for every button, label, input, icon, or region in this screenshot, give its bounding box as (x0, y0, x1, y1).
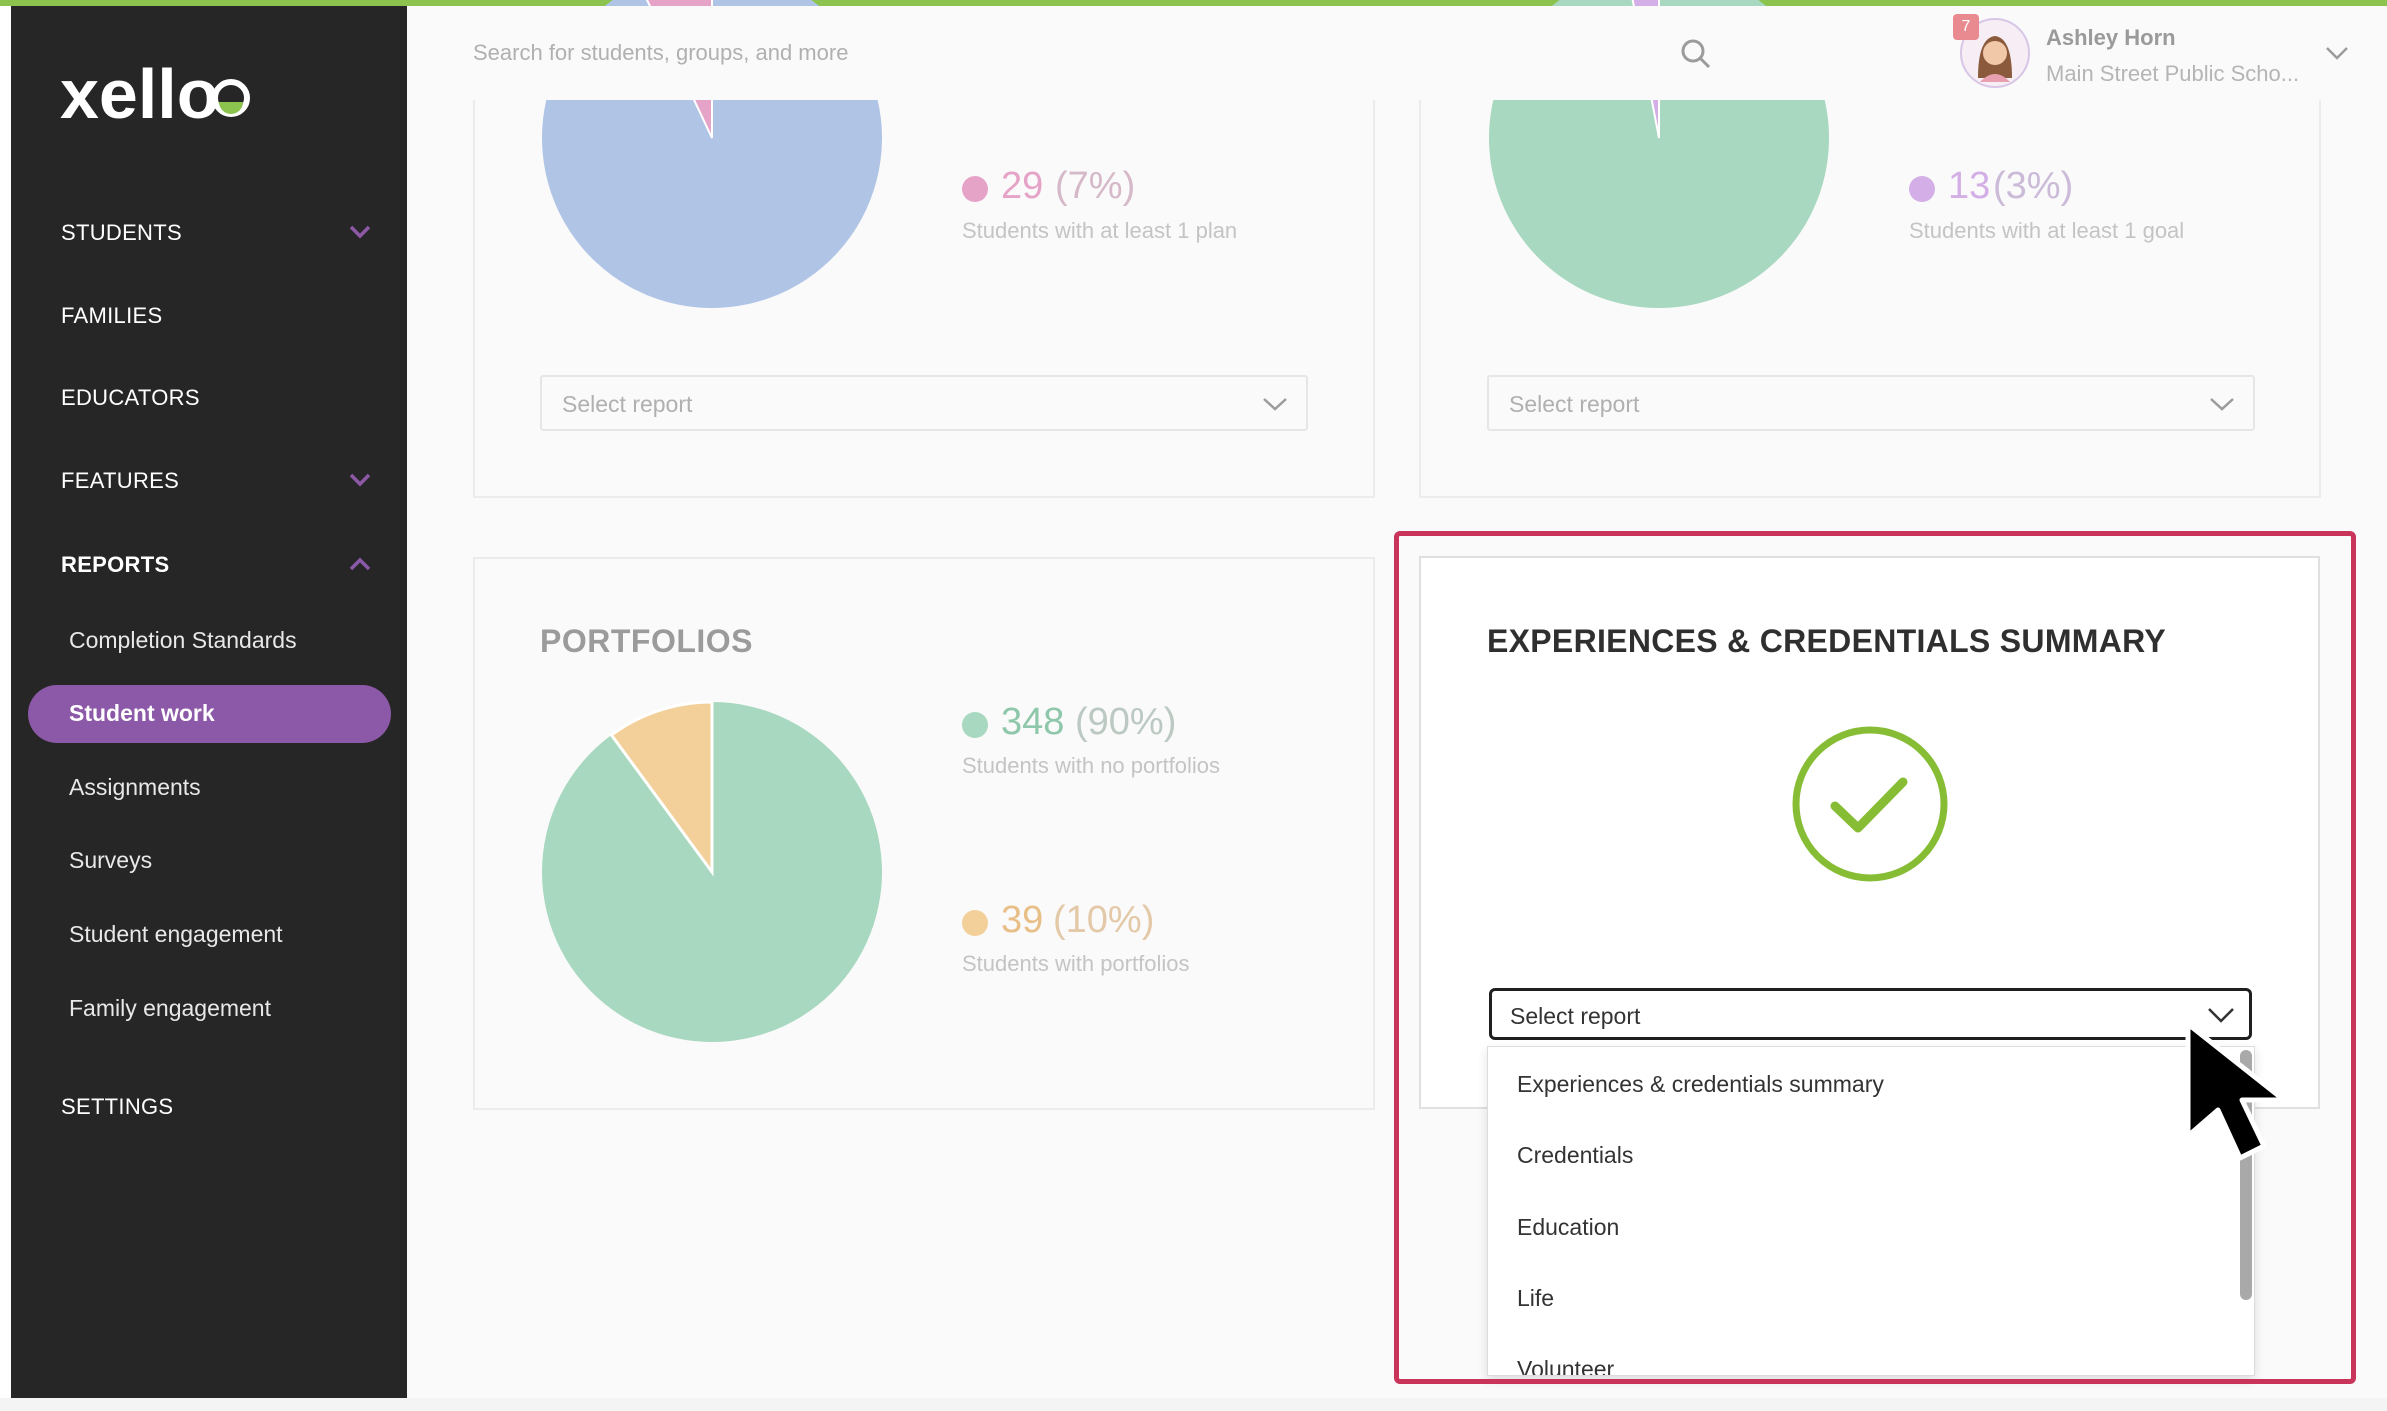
chevron-up-icon[interactable] (348, 556, 372, 572)
legend-dot-portfolios (962, 910, 988, 936)
sidebar-subitem-assignments[interactable]: Assignments (69, 774, 201, 800)
chevron-down-icon[interactable] (348, 224, 372, 240)
dropdown-option-volunteer[interactable]: Volunteer (1517, 1356, 1615, 1376)
legend-portfolios-count: 39 (1001, 899, 1044, 941)
sidebar-item-reports[interactable]: REPORTS (61, 552, 170, 577)
user-name[interactable]: Ashley Horn (2046, 25, 2176, 50)
dropdown-option-life[interactable]: Life (1517, 1285, 1555, 1311)
top-accent-bar (0, 0, 2387, 6)
check-circle-icon (1792, 726, 1948, 882)
sidebar-subitem-student-engagement[interactable]: Student engagement (69, 921, 283, 947)
legend-goal-percent: (3%) (1993, 165, 2074, 207)
xello-logo-mark: xello (60, 55, 250, 133)
svg-text:xello: xello (60, 62, 220, 132)
bottom-edge (0, 1398, 2387, 1411)
legend-goal-desc: Students with at least 1 goal (1909, 218, 2185, 243)
sidebar-subitem-family-engagement[interactable]: Family engagement (69, 995, 271, 1021)
chevron-down-icon (2208, 1008, 2234, 1023)
sidebar-subitem-label: Student work (69, 700, 215, 726)
plans-select-report[interactable]: Select report (540, 375, 1308, 431)
sidebar-subitem-surveys[interactable]: Surveys (69, 847, 153, 873)
dropdown-option-experiences-credentials-summary[interactable]: Experiences & credentials summary (1517, 1071, 1884, 1097)
legend-no-portfolios-desc: Students with no portfolios (962, 753, 1221, 778)
highlight-frame (1394, 531, 2356, 1384)
search-input[interactable]: Search for students, groups, and more (473, 40, 849, 65)
sidebar-item-families[interactable]: FAMILIES (61, 303, 163, 328)
chevron-down-icon[interactable] (348, 472, 372, 488)
select-label: Select report (1510, 1003, 1641, 1029)
dropdown-option-credentials[interactable]: Credentials (1517, 1142, 1634, 1168)
chevron-down-icon (2210, 398, 2234, 411)
legend-goal-count: 13 (1948, 165, 1991, 207)
xello-logo[interactable]: xello (60, 55, 270, 137)
legend-dot-no-portfolios (962, 712, 988, 738)
portfolios-title: PORTFOLIOS (540, 623, 753, 659)
sidebar-item-settings[interactable]: SETTINGS (61, 1094, 174, 1119)
sidebar-item-educators[interactable]: EDUCATORS (61, 385, 200, 410)
header-bar (407, 6, 2387, 100)
notification-badge[interactable]: 7 (1953, 14, 1979, 40)
legend-dot-plan (962, 176, 988, 202)
legend-no-portfolios-count: 348 (1001, 701, 1065, 743)
sidebar-subitem-completion-standards[interactable]: Completion Standards (69, 627, 297, 653)
select-label: Select report (1509, 391, 1640, 417)
search-icon[interactable] (1680, 38, 1712, 70)
portfolios-pie-chart (542, 700, 882, 1042)
select-label: Select report (562, 391, 693, 417)
chevron-down-icon[interactable] (2324, 44, 2350, 62)
legend-plan-desc: Students with at least 1 plan (962, 218, 1238, 243)
chevron-down-icon (1263, 398, 1287, 411)
dropdown-option-education[interactable]: Education (1517, 1214, 1620, 1240)
legend-portfolios-percent: (10%) (1053, 899, 1155, 941)
user-school: Main Street Public Scho... (2046, 61, 2300, 86)
pie-slice-with-portfolios (609, 700, 714, 877)
report-dropdown-menu[interactable]: Experiences & credentials summary Creden… (1487, 1046, 2255, 1376)
sidebar-item-students[interactable]: STUDENTS (61, 220, 182, 245)
window-edge (0, 0, 11, 1411)
avatar[interactable] (1960, 18, 2030, 88)
experiences-select-report[interactable]: Select report (1489, 988, 2252, 1040)
sidebar-item-features[interactable]: FEATURES (61, 468, 180, 493)
legend-no-portfolios-percent: (90%) (1075, 701, 1177, 743)
mouse-pointer-icon (2185, 1021, 2287, 1161)
user-avatar-icon (1978, 36, 2012, 82)
legend-plan-percent: (7%) (1055, 165, 1136, 207)
experiences-credentials-title: EXPERIENCES & CREDENTIALS SUMMARY (1487, 623, 2167, 659)
goals-select-report[interactable]: Select report (1487, 375, 2255, 431)
legend-portfolios-desc: Students with portfolios (962, 951, 1190, 976)
legend-plan-count: 29 (1001, 165, 1044, 207)
sidebar-subitem-student-work[interactable]: Student work (28, 685, 391, 743)
legend-dot-goal (1909, 176, 1935, 202)
